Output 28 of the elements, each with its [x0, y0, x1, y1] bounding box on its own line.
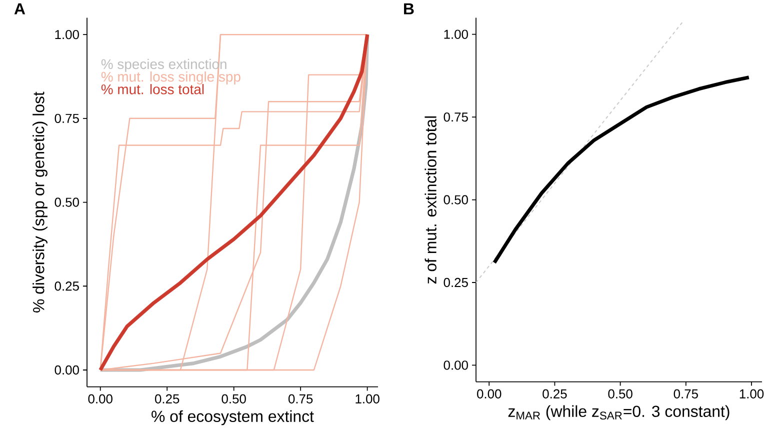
- x-tick-label: 1.00: [740, 389, 764, 399]
- x-tick-label: 0.25: [542, 389, 567, 399]
- x-tick-label: 1.00: [356, 394, 380, 404]
- y-tick-label: 0.00: [444, 360, 468, 370]
- y-tick-label: 0.25: [54, 282, 79, 291]
- x-axis-title: % of ecosystem extinct: [152, 410, 314, 426]
- series-label: % mut. loss single spp: [101, 72, 240, 85]
- y-axis-title: z of mut. extinction total: [424, 116, 436, 284]
- x-tick-label: 0.50: [608, 389, 632, 399]
- x-tick-label: 0.00: [88, 394, 112, 404]
- y-tick-label: 1.00: [55, 30, 79, 40]
- x-axis-title: z$_{MAR}$ (while z$_{SAR}$=0. 3 constant): [508, 405, 730, 420]
- y-tick-label: 0.50: [54, 198, 79, 207]
- y-tick-label: 0.75: [54, 114, 79, 124]
- x-tick-label: 0.75: [288, 394, 313, 404]
- x-tick-label: 0.25: [154, 394, 180, 404]
- x-tick-label: 0.00: [477, 389, 502, 399]
- y-tick-label: 0.75: [444, 112, 468, 122]
- text: % mut. loss total: [101, 84, 204, 94]
- y-tick-label: 0.00: [54, 366, 79, 375]
- y-axis-title: % diversity (spp or genetic) lost: [32, 92, 48, 313]
- chart-title: B: [404, 3, 414, 14]
- x-tick-label: 0.75: [674, 389, 698, 399]
- x-tick-label: 0.50: [222, 394, 246, 404]
- y-tick-label: 0.25: [444, 278, 468, 288]
- y-tick-label: 0.50: [444, 195, 468, 204]
- chart-title: A: [14, 3, 26, 14]
- y-tick-label: 1.00: [444, 30, 468, 40]
